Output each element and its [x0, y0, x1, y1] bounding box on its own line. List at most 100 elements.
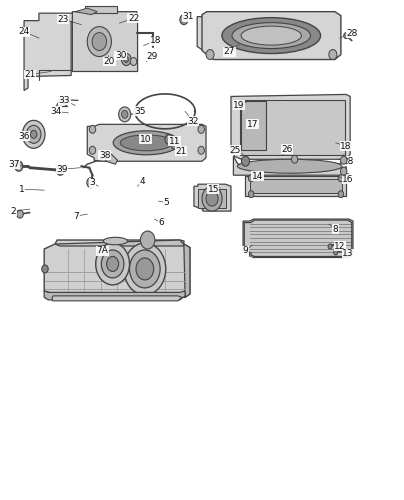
Circle shape: [92, 32, 107, 50]
Text: 35: 35: [134, 107, 145, 116]
Polygon shape: [105, 154, 118, 164]
Ellipse shape: [241, 26, 301, 45]
Circle shape: [136, 258, 154, 280]
Polygon shape: [194, 184, 231, 211]
Text: 19: 19: [233, 101, 245, 110]
Text: 3: 3: [90, 178, 95, 187]
Polygon shape: [198, 189, 226, 208]
Ellipse shape: [232, 22, 311, 48]
Polygon shape: [243, 219, 353, 258]
Text: 23: 23: [57, 14, 69, 24]
Circle shape: [124, 243, 166, 295]
Text: 13: 13: [342, 250, 354, 258]
Circle shape: [242, 156, 250, 166]
Circle shape: [141, 231, 155, 249]
Polygon shape: [44, 240, 190, 298]
Polygon shape: [202, 12, 341, 60]
Circle shape: [338, 190, 344, 198]
Circle shape: [56, 165, 64, 175]
Text: 32: 32: [187, 117, 199, 126]
Text: 27: 27: [224, 47, 235, 56]
Text: 14: 14: [252, 172, 263, 180]
Circle shape: [198, 126, 204, 134]
Text: 30: 30: [115, 51, 126, 60]
Circle shape: [89, 146, 96, 154]
Text: 28: 28: [346, 28, 358, 38]
Polygon shape: [55, 240, 185, 246]
Ellipse shape: [222, 18, 320, 54]
Text: 26: 26: [282, 145, 293, 154]
Circle shape: [202, 186, 222, 211]
Text: 8: 8: [333, 224, 339, 234]
Text: 29: 29: [146, 52, 158, 61]
Circle shape: [334, 250, 338, 255]
Text: 5: 5: [164, 198, 169, 207]
Circle shape: [338, 174, 344, 182]
Ellipse shape: [113, 131, 180, 155]
Text: 34: 34: [50, 107, 62, 116]
Circle shape: [291, 156, 298, 163]
Polygon shape: [85, 6, 118, 13]
Text: 17: 17: [246, 120, 258, 129]
Ellipse shape: [238, 160, 342, 173]
Circle shape: [107, 256, 119, 272]
Text: 21: 21: [24, 70, 36, 79]
Circle shape: [206, 191, 218, 206]
Circle shape: [329, 50, 337, 59]
Circle shape: [23, 120, 45, 148]
Circle shape: [165, 134, 173, 144]
Text: 38: 38: [99, 151, 110, 160]
Circle shape: [96, 243, 130, 285]
Text: 10: 10: [140, 135, 152, 144]
Text: 20: 20: [104, 57, 115, 66]
Polygon shape: [52, 296, 182, 301]
Text: 7A: 7A: [96, 246, 108, 256]
Circle shape: [180, 14, 188, 24]
Polygon shape: [250, 179, 342, 193]
Circle shape: [15, 161, 23, 171]
Text: 15: 15: [208, 184, 219, 194]
Polygon shape: [72, 12, 138, 72]
Circle shape: [87, 26, 112, 56]
Text: 1: 1: [19, 184, 25, 194]
Text: 21: 21: [175, 147, 187, 156]
Circle shape: [130, 250, 160, 288]
Text: 11: 11: [169, 137, 180, 146]
Polygon shape: [24, 13, 76, 90]
Polygon shape: [184, 244, 190, 298]
Circle shape: [124, 56, 129, 62]
Polygon shape: [75, 8, 97, 14]
Text: 7: 7: [74, 212, 79, 220]
Polygon shape: [87, 124, 206, 161]
Text: 39: 39: [56, 164, 67, 173]
Circle shape: [328, 244, 332, 249]
Circle shape: [101, 250, 124, 278]
Text: 37: 37: [8, 160, 19, 168]
Circle shape: [171, 142, 178, 150]
Text: 36: 36: [18, 132, 30, 141]
Polygon shape: [246, 176, 346, 196]
Text: 31: 31: [182, 12, 194, 21]
Polygon shape: [242, 102, 266, 150]
Circle shape: [30, 130, 37, 138]
Text: 28: 28: [342, 156, 354, 166]
Circle shape: [42, 265, 48, 273]
Text: 18: 18: [150, 36, 162, 45]
Text: 24: 24: [19, 27, 29, 36]
Text: 6: 6: [158, 218, 164, 227]
Polygon shape: [240, 100, 345, 156]
Text: 9: 9: [243, 246, 248, 256]
Circle shape: [17, 210, 23, 218]
Circle shape: [89, 126, 96, 134]
Circle shape: [341, 167, 347, 175]
Circle shape: [248, 190, 254, 198]
Text: 25: 25: [229, 146, 241, 155]
Circle shape: [26, 126, 41, 144]
Text: 4: 4: [140, 176, 145, 186]
Polygon shape: [231, 94, 350, 160]
Polygon shape: [234, 156, 346, 175]
Text: 33: 33: [59, 96, 70, 105]
Circle shape: [248, 174, 254, 182]
Circle shape: [206, 50, 214, 59]
Ellipse shape: [120, 135, 173, 151]
